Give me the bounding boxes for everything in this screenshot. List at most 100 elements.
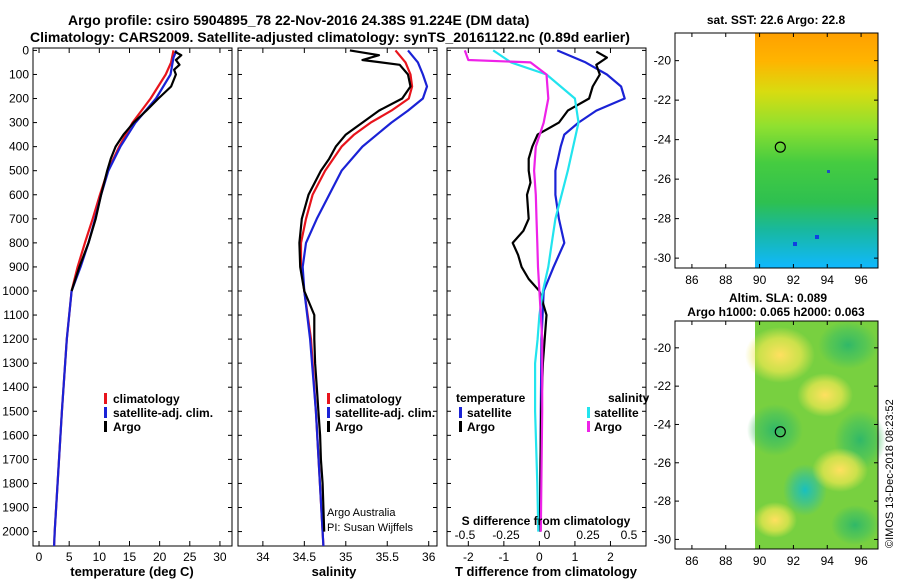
sla-blob	[745, 327, 815, 383]
x-tick-label: 5	[66, 550, 73, 564]
legend-temp-satellite: satellite	[467, 406, 512, 420]
sla-blob	[812, 448, 868, 492]
map-y-tick-label: -30	[654, 532, 672, 546]
difference-secondary-xlabel: S difference from climatology	[462, 514, 631, 528]
depth-tick-label: 500	[9, 164, 29, 178]
depth-tick-label: 1800	[2, 476, 29, 490]
legend-swatch-sal-satellite	[587, 407, 590, 418]
x-tick-label: 20	[153, 550, 167, 564]
legend-heading-salinity: salinity	[608, 391, 650, 405]
legend-climatology: climatology	[113, 392, 180, 406]
sst-speck	[827, 170, 830, 173]
x-tick-label: 35.5	[376, 550, 400, 564]
map-x-tick-label: 96	[854, 273, 868, 287]
x-tick-label: 1	[572, 550, 579, 564]
x-tick-label: 34.5	[293, 550, 317, 564]
legend-sal-argo: Argo	[594, 420, 622, 434]
x-tick-label: 35	[339, 550, 353, 564]
sla-blob	[818, 321, 878, 369]
sla-map-subtitle: Argo h1000: 0.065 h2000: 0.063	[687, 305, 865, 319]
depth-tick-label: 1700	[2, 452, 29, 466]
secondary-tick-label: -0.5	[455, 528, 476, 542]
temperature-axes	[32, 47, 233, 547]
x-tick-label: 0	[536, 550, 543, 564]
x-tick-label: 10	[93, 550, 107, 564]
map-x-tick-label: 94	[821, 554, 835, 568]
sst-map-frame	[674, 32, 879, 269]
sla-blob	[753, 502, 797, 538]
salinity-axes	[237, 47, 438, 547]
secondary-tick-label: 0.5	[621, 528, 638, 542]
x-tick-label: 36	[422, 550, 436, 564]
series-climatology	[299, 49, 414, 546]
depth-tick-label: 1900	[2, 501, 29, 515]
argo-location-marker	[774, 141, 786, 153]
legend-swatch-temp-satellite	[459, 407, 462, 418]
map-x-tick-label: 90	[753, 554, 767, 568]
x-tick-label: 30	[213, 550, 227, 564]
map-y-tick-label: -22	[654, 379, 672, 393]
legend-swatch-satellite	[327, 407, 330, 418]
map-x-tick-label: 92	[787, 554, 801, 568]
x-tick-labels: 0 5 10 15 20 25 30 34 34.5 35 35.5 36 -2 -1 0 1 2 -0.5 -0.…	[36, 528, 638, 564]
legend-swatch-climatology	[327, 393, 330, 404]
depth-tick-label: 0	[22, 43, 29, 57]
x-tick-label: -1	[499, 550, 510, 564]
depth-tick-label: 1600	[2, 428, 29, 442]
sla-map-frame	[674, 320, 879, 550]
credit-line-1: Argo Australia	[327, 507, 396, 519]
map-x-tick-label: 92	[787, 273, 801, 287]
legend-swatch-argo	[327, 421, 330, 432]
depth-tick-labels: 0 100 200 300 400 500 600 700 800 900 1000 1100 1200…	[2, 43, 29, 538]
depth-tick-label: 600	[9, 188, 29, 202]
map-x-tick-label: 96	[854, 554, 868, 568]
series-satellite-adj-clim-	[301, 49, 429, 546]
series-salinity-argo	[463, 50, 550, 532]
legend-swatch-argo	[104, 421, 107, 432]
map-x-tick-label: 86	[685, 554, 699, 568]
difference-xlabel: T difference from climatology	[455, 564, 638, 579]
legend-argo: Argo	[113, 420, 141, 434]
depth-tick-label: 1300	[2, 356, 29, 370]
legend-satellite: satellite-adj. clim.	[113, 406, 213, 420]
argo-location-marker	[774, 426, 786, 438]
series-temperature-argo	[511, 50, 609, 532]
title-line-2: Climatology: CARS2009. Satellite-adjuste…	[30, 29, 630, 45]
map-y-tick-label: -20	[654, 341, 672, 355]
depth-tick-label: 1000	[2, 284, 29, 298]
series-temperature-satellite	[538, 49, 626, 532]
temperature-xlabel: temperature (deg C)	[70, 564, 194, 579]
map-x-tick-label: 90	[753, 273, 767, 287]
depth-tick-label: 200	[9, 92, 29, 106]
salinity-plot	[298, 49, 429, 546]
legend-swatch-climatology	[104, 393, 107, 404]
map-y-tick-label: -20	[654, 54, 672, 68]
depth-tick-label: 100	[9, 68, 29, 82]
map-x-tick-label: 88	[719, 554, 733, 568]
depth-tick-label: 1200	[2, 332, 29, 346]
legend-heading-temperature: temperature	[456, 391, 526, 405]
series-argo	[298, 49, 412, 532]
series-satellite-adj-clim-	[53, 49, 178, 546]
depth-tick-label: 900	[9, 260, 29, 274]
temperature-plot	[53, 49, 183, 546]
depth-tick-label: 2000	[2, 525, 29, 539]
difference-axes	[446, 47, 647, 547]
axis-ticks	[33, 48, 646, 546]
map-y-tick-label: -28	[654, 494, 672, 508]
depth-tick-label: 700	[9, 212, 29, 226]
footer-stamp: ©IMOS 13-Dec-2018 08:23:52	[884, 399, 896, 548]
salinity-legend: climatology satellite-adj. clim. Argo Ar…	[327, 392, 435, 534]
legend-climatology: climatology	[335, 392, 402, 406]
depth-tick-label: 800	[9, 236, 29, 250]
x-tick-label: -2	[463, 550, 474, 564]
sst-map-field	[755, 33, 878, 268]
salinity-xlabel: salinity	[312, 564, 358, 579]
legend-temp-argo: Argo	[467, 420, 495, 434]
x-tick-label: 0	[36, 550, 43, 564]
legend-swatch-temp-argo	[459, 421, 462, 432]
sst-map-axes: 86 88 90 92 94 96 -20 -22 -24 -26 -28 -30	[654, 33, 878, 287]
map-y-tick-label: -22	[654, 93, 672, 107]
difference-legend: temperature satellite Argo salinity sate…	[456, 391, 650, 434]
